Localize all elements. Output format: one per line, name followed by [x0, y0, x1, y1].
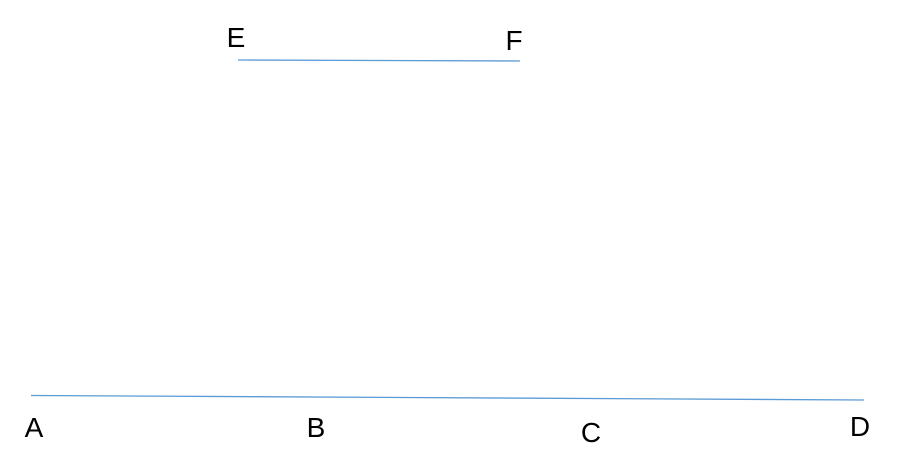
label-f: F [505, 25, 522, 56]
label-c: C [581, 417, 601, 448]
segment-ad [30, 394, 865, 401]
label-b: B [307, 412, 326, 443]
label-d: D [850, 411, 870, 442]
label-a: A [25, 412, 44, 443]
label-e: E [227, 22, 246, 53]
segment-ef [237, 59, 521, 62]
